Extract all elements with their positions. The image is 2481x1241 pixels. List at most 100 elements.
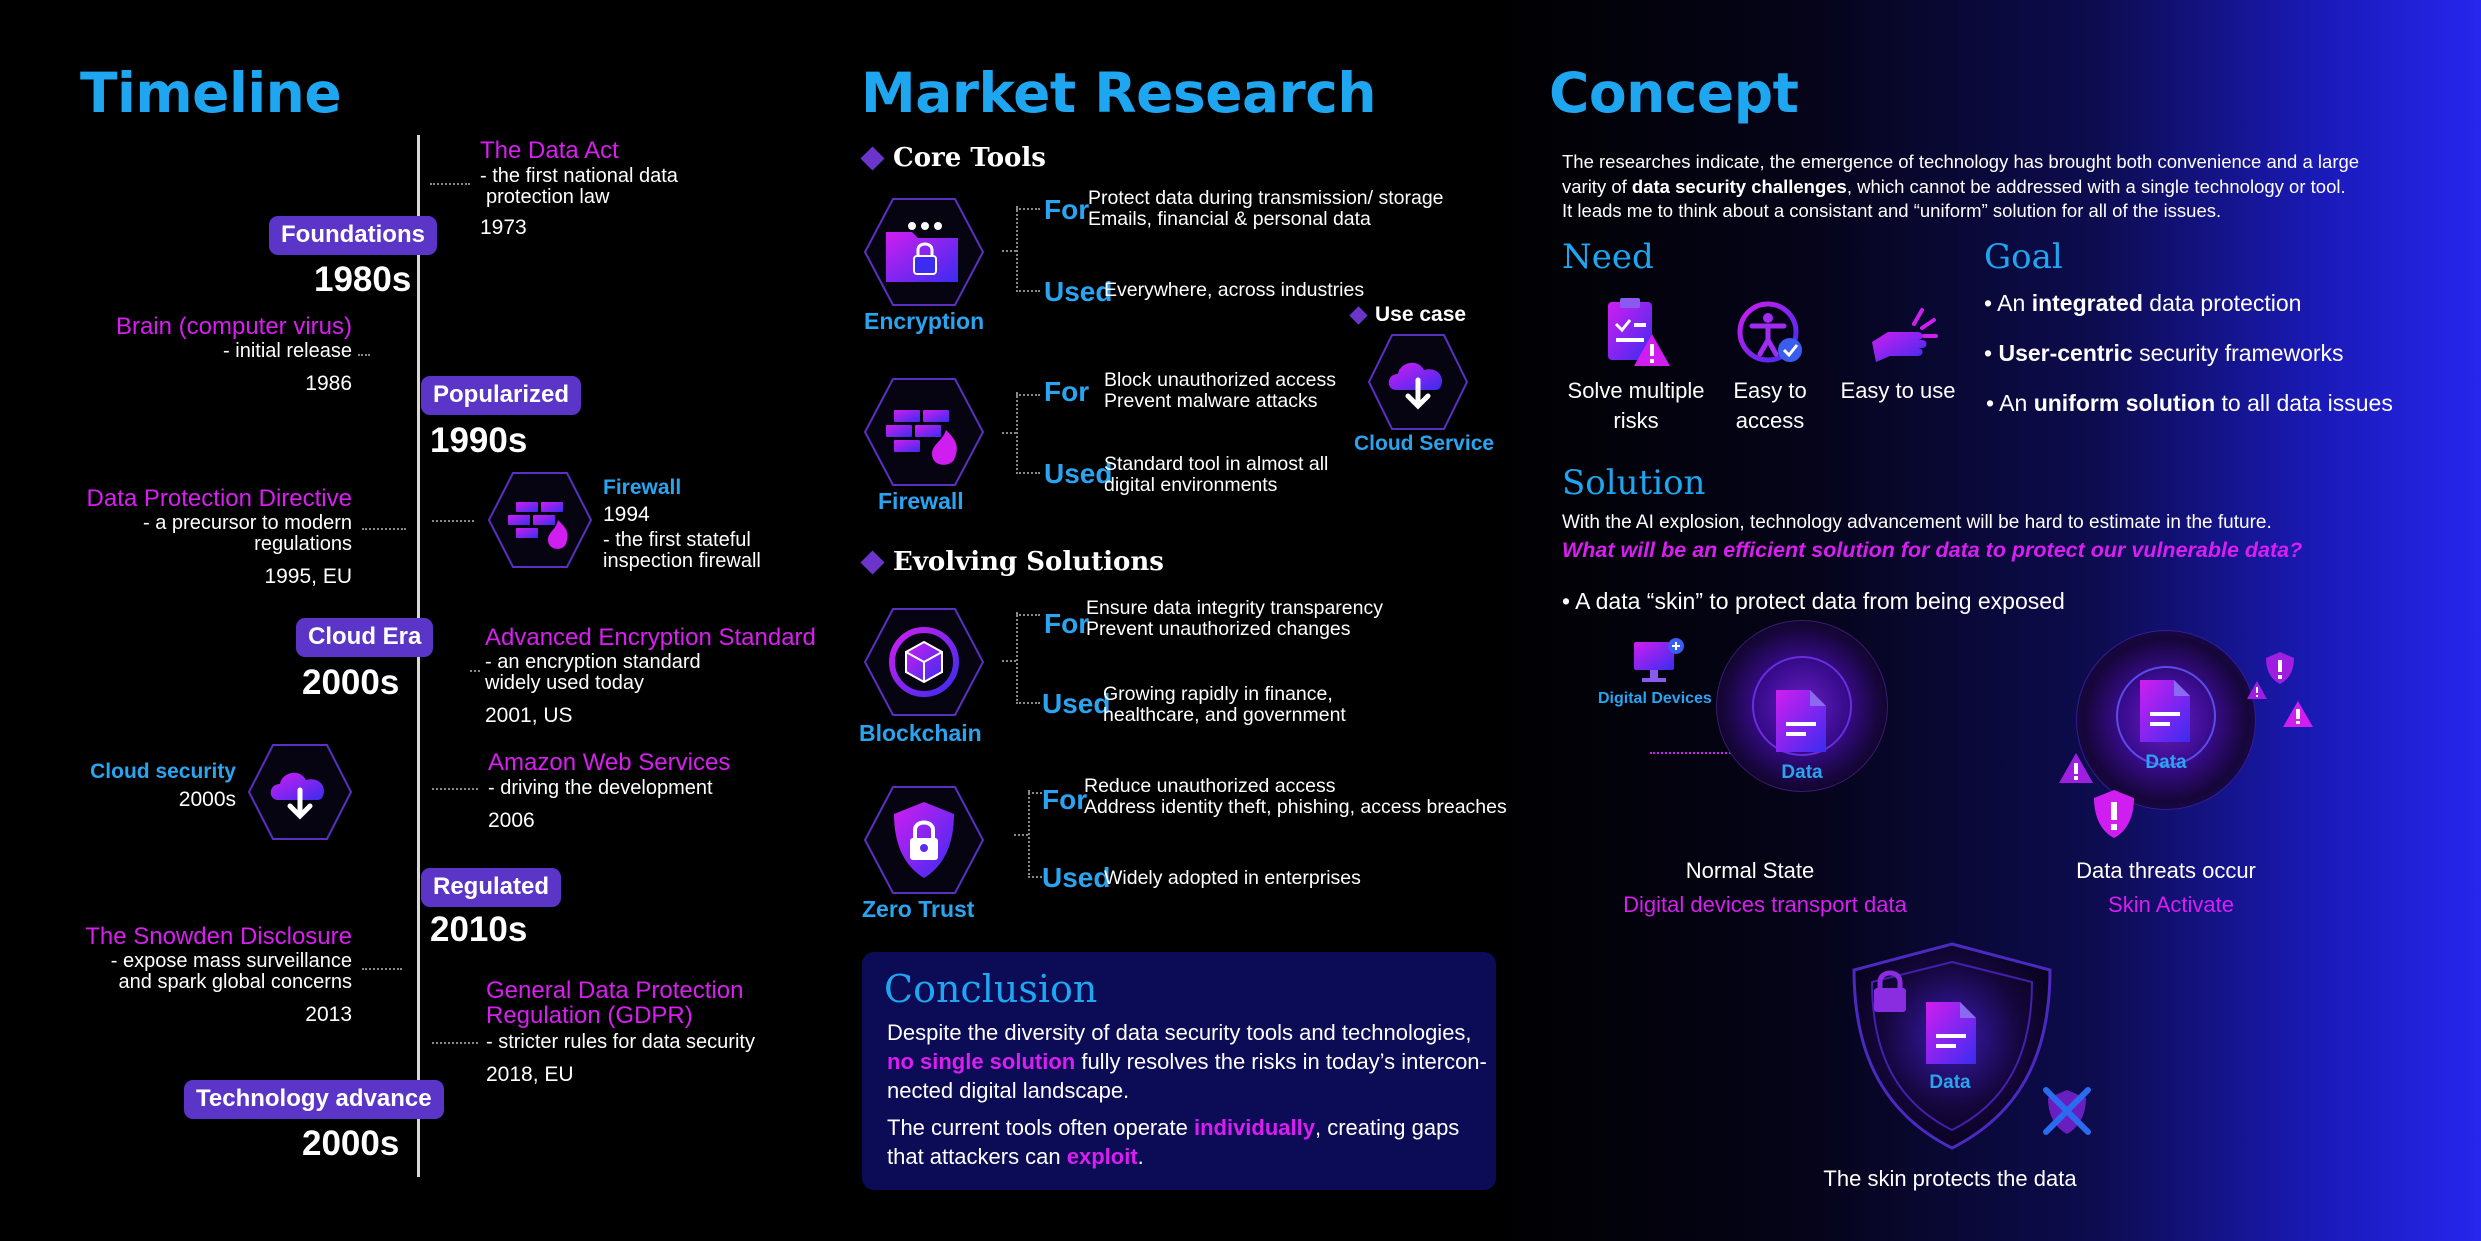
zero-trust-used: Widely adopted in enterprises: [1104, 867, 1361, 889]
core-tools-heading: Core Tools: [860, 143, 1046, 173]
connector: [1002, 660, 1016, 662]
diamond-icon: [860, 145, 885, 171]
solution-line: With the AI explosion, technology advanc…: [1562, 512, 2272, 533]
firewall-hex-icon: [486, 470, 594, 570]
blockchain-for: Ensure data integrity transparency Preven…: [1086, 597, 1383, 641]
cloud-service-hex-icon: [1366, 332, 1470, 432]
warning-icon: [2246, 680, 2268, 700]
data-ring: [1752, 656, 1852, 756]
connector: [430, 183, 470, 185]
zero-trust-for: Reduce unauthorized access Address identi…: [1084, 775, 1507, 819]
conclusion-paragraph-2: The current tools often operate individu…: [887, 1115, 1460, 1170]
threat-state-sub: Skin Activate: [2108, 892, 2234, 917]
connector: [1002, 250, 1016, 252]
cloud-service-label: Cloud Service: [1354, 432, 1495, 455]
data-label: Data: [1781, 762, 1823, 783]
blockchain-label: Blockchain: [859, 720, 982, 746]
event-data-protection-directive: Data Protection Directive - a precursor …: [86, 485, 352, 589]
document-icon: [2136, 678, 2194, 744]
connector: [1016, 702, 1040, 704]
connector: [432, 520, 474, 522]
evolving-solutions-heading: Evolving Solutions: [860, 547, 1164, 577]
connector: [1028, 876, 1042, 878]
normal-state-sub: Digital devices transport data: [1623, 892, 1907, 917]
protected-label: The skin protects the data: [1823, 1166, 2077, 1191]
tag-popularized: Popularized: [421, 376, 582, 415]
shield-alert-icon: [2264, 650, 2296, 686]
tag-cloud-era: Cloud Era: [296, 618, 434, 657]
conclusion-title: Conclusion: [884, 967, 1098, 1011]
conclusion-paragraph-1: Despite the diversity of data security t…: [887, 1020, 1487, 1104]
cloud-hex-icon: [246, 742, 354, 842]
need-item-label: Easy to use: [1840, 378, 1956, 403]
document-icon: [1772, 688, 1830, 754]
market-research-title: Market Research: [861, 61, 1377, 125]
used-label: Used: [1044, 458, 1113, 489]
connector: [1016, 290, 1040, 292]
accessibility-check-icon: [1734, 298, 1806, 370]
decade-1980s: 1980s: [314, 260, 412, 299]
use-case-heading: Use case: [1349, 303, 1466, 327]
data-label: Data: [1929, 1072, 1971, 1093]
goal-item: • An integrated data protection: [1984, 290, 2302, 316]
tag-technology-advance: Technology advance: [184, 1080, 444, 1119]
diamond-icon: [1349, 305, 1368, 325]
goal-item: • An uniform solution to all data issues: [1986, 390, 2393, 416]
used-label: Used: [1042, 862, 1111, 893]
blocked-threat-icon: [2040, 1084, 2094, 1138]
zero-trust-hex-icon: [862, 784, 986, 896]
connector: [432, 788, 478, 790]
connector: [1014, 834, 1028, 836]
event-cloud-security: Cloud security 2000s: [90, 760, 236, 811]
connector: [1016, 614, 1040, 616]
used-label: Used: [1042, 688, 1111, 719]
for-label: For: [1044, 608, 1090, 639]
event-data-act: The Data Act - the first national data p…: [480, 137, 678, 240]
for-label: For: [1044, 194, 1090, 225]
firewall-used: Standard tool in almost all digital envir…: [1104, 453, 1329, 497]
normal-state-label: Normal State: [1685, 858, 1815, 883]
firewall-tool-hex-icon: [862, 376, 986, 488]
event-snowden: The Snowden Disclosure - expose mass sur…: [85, 923, 352, 1027]
connector: [1028, 790, 1030, 878]
shield-alert-icon: [2092, 788, 2136, 840]
solution-title: Solution: [1562, 463, 1706, 503]
connector: [470, 670, 480, 672]
zero-trust-label: Zero Trust: [862, 896, 975, 922]
hand-tap-icon: [1866, 302, 1938, 368]
event-aws: Amazon Web Services - driving the develo…: [488, 749, 731, 833]
goal-item: • User-centric security frameworks: [1984, 340, 2344, 366]
conclusion-panel: Conclusion Despite the diversity of data…: [862, 952, 1496, 1190]
connector: [1016, 206, 1018, 292]
encryption-for: Protect data during transmission/ storag…: [1088, 187, 1444, 231]
data-label: Data: [2145, 752, 2187, 773]
connector: [362, 528, 406, 530]
used-label: Used: [1044, 276, 1113, 307]
encryption-hex-icon: [862, 196, 986, 308]
event-brain: Brain (computer virus) - initial release…: [115, 313, 352, 396]
clipboard-warning-icon: [1600, 294, 1674, 370]
event-title: The Data Act: [480, 137, 619, 164]
timeline-title: Timeline: [80, 61, 342, 125]
warning-icon: [2282, 700, 2314, 728]
firewall-for: Block unauthorized access Prevent malware…: [1104, 369, 1336, 413]
solution-question: What will be an efficient solution for d…: [1562, 538, 2303, 562]
connector: [358, 354, 370, 356]
warning-icon: [2058, 752, 2094, 784]
event-aes: Advanced Encryption Standard - an encryp…: [485, 624, 816, 728]
threat-state-label: Data threats occur: [2076, 858, 2256, 883]
connector: [1016, 612, 1018, 704]
connector: [1016, 208, 1040, 210]
blockchain-hex-icon: [862, 606, 986, 718]
connector: [432, 1042, 478, 1044]
for-label: For: [1044, 376, 1090, 407]
event-gdpr: General Data Protection Regulation (GDPR…: [486, 977, 755, 1087]
tag-regulated: Regulated: [421, 868, 562, 907]
computer-icon: [1630, 636, 1686, 686]
decade-2000s-late: 2000s: [302, 1124, 400, 1163]
flow-connector: [1650, 752, 1750, 754]
concept-intro: The researches indicate, the emergence o…: [1562, 151, 2360, 222]
tag-foundations: Foundations: [269, 216, 437, 255]
decade-1990s: 1990s: [430, 421, 528, 460]
solution-bullet: • A data “skin” to protect data from bei…: [1562, 588, 2065, 614]
